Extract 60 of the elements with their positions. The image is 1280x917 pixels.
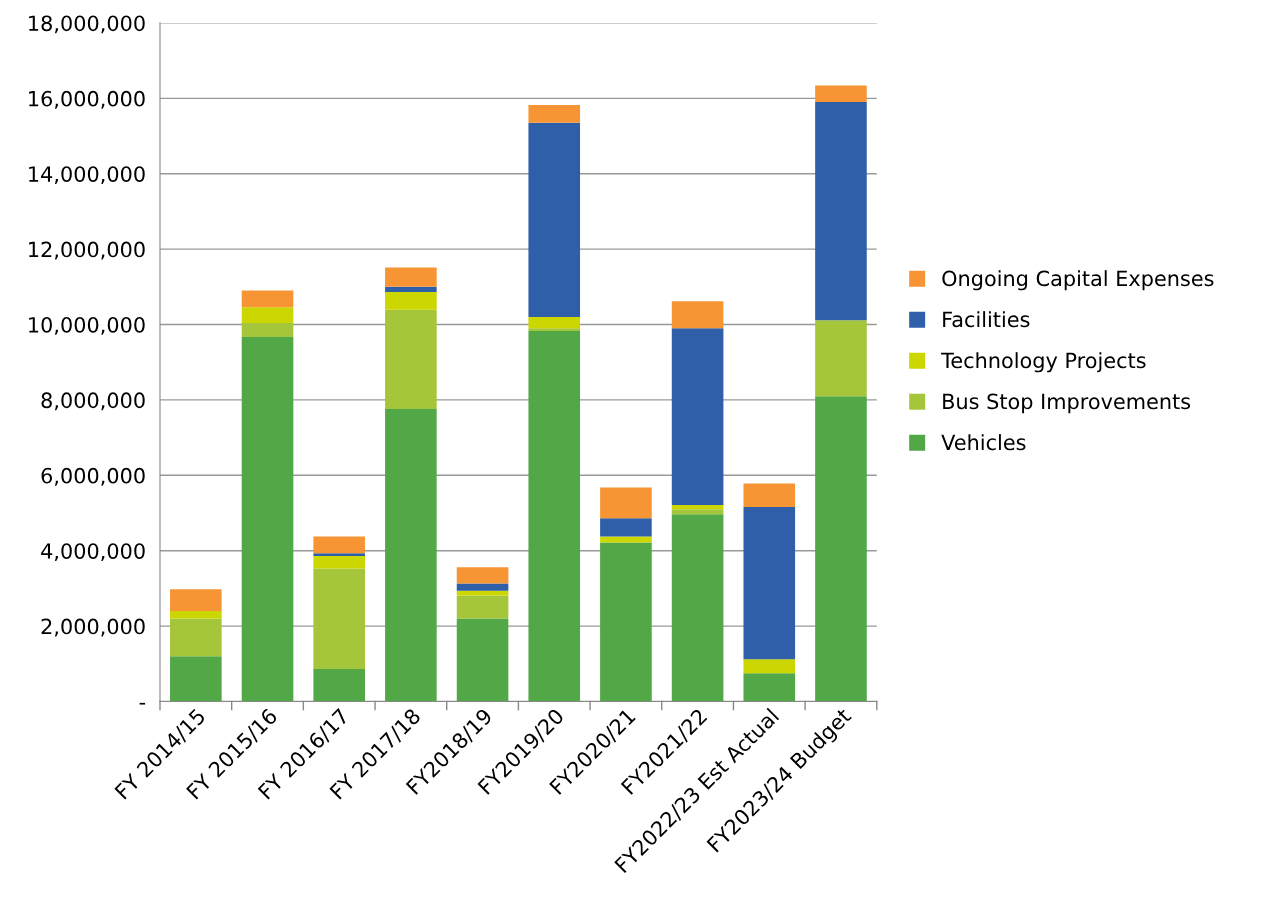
bar [528,330,581,702]
bar [528,316,581,329]
bar [528,105,581,123]
bar [313,555,365,569]
bar [815,396,867,702]
legend-label: Bus Stop Improvements [943,393,1191,414]
bar [743,506,796,660]
bar [671,505,724,510]
bar [456,567,509,584]
bar [743,659,796,674]
y-tick-label: 10,000,000 [29,316,145,335]
y-tick-label: 8,000,000 [41,392,145,411]
bar [241,336,294,702]
y-tick-label: 4,000,000 [41,543,145,562]
bar [671,514,724,702]
bar [170,611,222,619]
bar [528,122,581,317]
bar [456,595,509,619]
bar [815,85,867,103]
legend-label: Facilities [943,311,1030,328]
bar [600,542,652,702]
y-tick-label: - [139,702,146,705]
bar [313,568,365,670]
bar [743,673,796,702]
bar [456,618,509,702]
bar [600,536,652,543]
bar [456,583,509,591]
bar [170,618,222,657]
bar [743,483,796,507]
bar [456,590,509,596]
bar [671,509,724,515]
bar [313,669,365,702]
bar [385,267,437,287]
bar [815,102,867,321]
bar [600,518,652,537]
legend-label: Technology Projects [941,352,1146,373]
bar [671,301,724,329]
bar [385,292,437,310]
bar [170,589,222,612]
bar [600,487,652,519]
bar [528,328,581,331]
bar [385,408,437,702]
bar [313,553,365,556]
bar [170,656,222,702]
y-tick-label: 2,000,000 [41,618,145,637]
legend-label: Ongoing Capital Expenses [942,270,1214,291]
bar [241,290,294,308]
bar [241,307,294,324]
bar [313,536,365,554]
y-tick-label: 18,000,000 [29,15,145,34]
bar [671,328,724,506]
y-tick-label: 12,000,000 [29,241,145,260]
bar [385,309,437,409]
y-tick-label: 14,000,000 [29,166,145,185]
bar [815,320,867,397]
y-tick-label: 16,000,000 [29,90,145,109]
y-tick-label: 6,000,000 [41,467,145,486]
legend-label: Vehicles [941,434,1026,451]
bar [241,323,294,337]
bar [385,286,437,293]
